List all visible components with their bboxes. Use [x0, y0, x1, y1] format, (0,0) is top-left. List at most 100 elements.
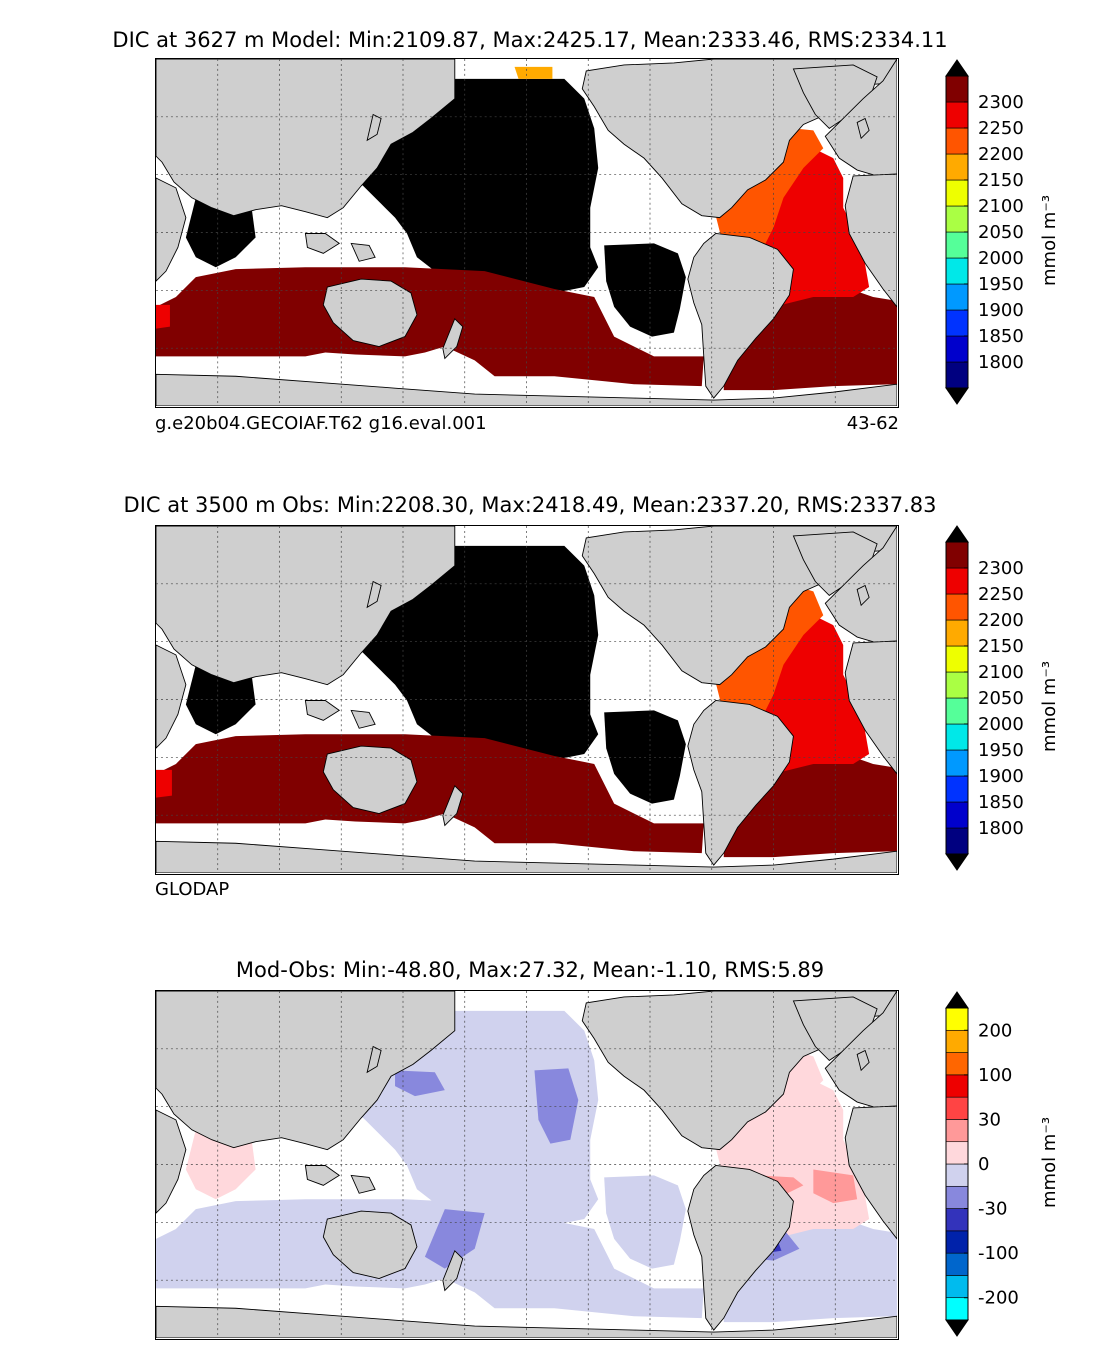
colorbar-extend-min: [945, 387, 969, 405]
land-euroAsiaWest: [156, 526, 456, 686]
colorbar-tick-label: 200: [978, 1020, 1012, 1041]
colorbar-segment: [945, 1029, 969, 1053]
colorbar-segment: [945, 541, 969, 569]
colorbar-segment: [945, 309, 969, 337]
colorbar-segment: [945, 1007, 969, 1031]
years-label: 43-62: [846, 413, 899, 434]
land-africaEast: [844, 173, 897, 308]
land-africaEast: [844, 1105, 897, 1240]
colorbar-segment: [945, 283, 969, 311]
colorbar-tick-label: 2150: [978, 636, 1024, 657]
colorbar-segment: [945, 645, 969, 673]
colorbar-extend-min: [945, 853, 969, 871]
colorbar-tick-label: -200: [978, 1288, 1019, 1309]
colorbar-segment: [945, 697, 969, 725]
colorbar-tick-label: 2100: [978, 662, 1024, 683]
colorbar-svg: 1800 1850 1900 1950 2000 2050 2100 2150 2200 2250…: [945, 59, 1024, 405]
colorbar-segment: [945, 1096, 969, 1120]
land-southAmerica: [687, 233, 794, 399]
colorbar-segment: [945, 1141, 969, 1165]
colorbar-tick-label: 2300: [978, 558, 1024, 579]
colorbar-segment: [945, 671, 969, 699]
land-japan: [366, 113, 382, 142]
colorbar-segment: [945, 1052, 969, 1076]
colorbar-tick-label: 1950: [978, 740, 1024, 761]
land-newZealand: [442, 317, 464, 360]
colorbar-tick-label: 2050: [978, 688, 1024, 709]
case-label: g.e20b04.GECOIAF.T62 g16.eval.001: [155, 413, 487, 434]
colorbar-tick-label: 1850: [978, 326, 1024, 347]
land-africaWest: [156, 644, 187, 749]
ocean-region: [395, 1070, 445, 1097]
colorbar-segment: [945, 75, 969, 103]
land-uk: [856, 117, 870, 140]
colorbar-segment: [945, 567, 969, 595]
colorbar-segment: [945, 257, 969, 285]
land-antarctica: [156, 1305, 897, 1338]
land-euroAsiaWest: [156, 991, 456, 1151]
colorbar-segment: [945, 723, 969, 751]
panel-title: DIC at 3500 m Obs: Min:2208.30, Max:2418…: [123, 493, 937, 517]
land-indonesia: [304, 1165, 376, 1194]
land-indonesia: [304, 233, 376, 262]
colorbar-tick-label: -30: [978, 1199, 1007, 1220]
colorbar-segment: [945, 205, 969, 233]
colorbar-obs: 1800 1850 1900 1950 2000 2050 2100 2150 2200 2250…: [942, 522, 1095, 882]
colorbar-segment: [945, 1208, 969, 1232]
ocean-region: [156, 769, 172, 798]
map-plot-model: [156, 59, 897, 406]
colorbar-extend-max: [945, 59, 969, 77]
map-obs: [155, 525, 899, 875]
colorbar-segment: [945, 801, 969, 829]
colorbar-tick-label: 2050: [978, 222, 1024, 243]
colorbar-svg: 1800 1850 1900 1950 2000 2050 2100 2150 2200 2250…: [945, 525, 1024, 871]
colorbar-label: mmol m⁻³: [1039, 194, 1060, 286]
colorbar-segment: [945, 231, 969, 259]
land-newZealand: [442, 1249, 464, 1292]
colorbar-extend-min: [945, 1319, 969, 1337]
colorbar-segment: [945, 1252, 969, 1276]
source-label: GLODAP: [155, 879, 230, 900]
land-japan: [366, 580, 382, 609]
colorbar-segment: [945, 619, 969, 647]
colorbar-tick-label: 1900: [978, 766, 1024, 787]
colorbar-model: 1800 1850 1900 1950 2000 2050 2100 2150 2200 2250…: [942, 56, 1095, 416]
land-uk: [856, 1049, 870, 1072]
colorbar-tick-label: 0: [978, 1154, 989, 1175]
colorbar-diff: -200 -100 -30 0 30 100 200 mmol m⁻³: [942, 988, 1095, 1348]
ocean-region: [156, 304, 170, 329]
colorbar-tick-label: 2200: [978, 144, 1024, 165]
ocean-region: [156, 734, 704, 854]
land-australia: [322, 278, 418, 347]
colorbar-segment: [945, 361, 969, 389]
colorbar-tick-label: 2100: [978, 196, 1024, 217]
land-japan: [366, 1045, 382, 1074]
map-plot-diff: [156, 991, 897, 1338]
colorbar-segment: [945, 749, 969, 777]
land-southAmerica: [687, 700, 794, 866]
ocean-region: [355, 1010, 599, 1225]
colorbar-segment: [945, 335, 969, 363]
ocean-region: [355, 78, 599, 293]
map-diff: [155, 990, 899, 1340]
land-australia: [322, 745, 418, 814]
colorbar-segment: [945, 1119, 969, 1143]
colorbar-segment: [945, 1297, 969, 1321]
colorbar-tick-label: 2250: [978, 118, 1024, 139]
colorbar-segment: [945, 1275, 969, 1299]
map-model: [155, 58, 899, 408]
colorbar-segment: [945, 101, 969, 129]
colorbar-tick-label: 1950: [978, 274, 1024, 295]
land-africaWest: [156, 1109, 187, 1214]
colorbar-segment: [945, 593, 969, 621]
colorbar-segment: [945, 1230, 969, 1254]
colorbar-tick-label: 2300: [978, 92, 1024, 113]
colorbar-segment: [945, 179, 969, 207]
land-africaWest: [156, 177, 187, 282]
colorbar-tick-label: 1850: [978, 792, 1024, 813]
colorbar-segment: [945, 127, 969, 155]
ocean-region: [534, 1068, 579, 1144]
colorbar-tick-label: 2000: [978, 248, 1024, 269]
colorbar-segment: [945, 775, 969, 803]
ocean-region: [355, 545, 599, 760]
